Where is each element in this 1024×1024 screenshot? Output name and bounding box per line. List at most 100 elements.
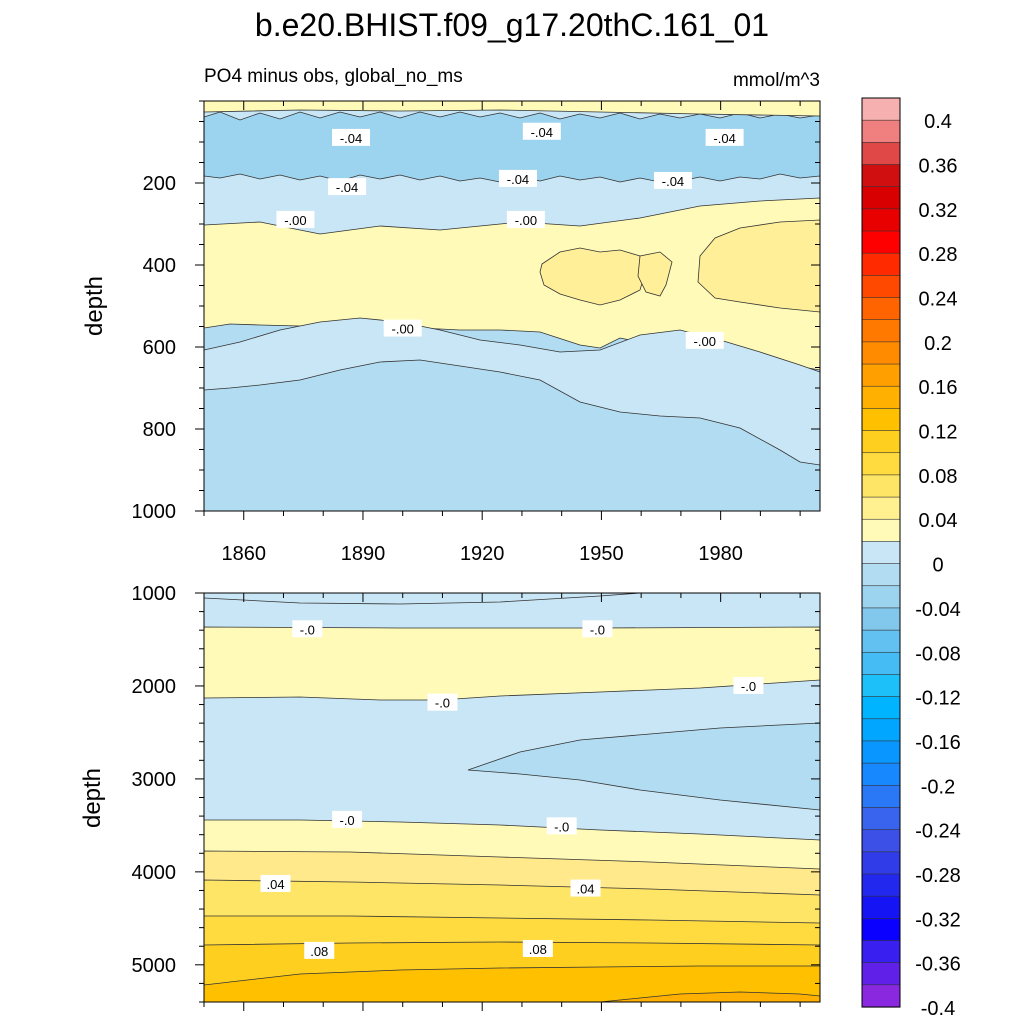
colorbar-swatch xyxy=(861,563,901,587)
svg-text:-.0: -.0 xyxy=(590,622,605,637)
colorbar-label: -0.12 xyxy=(915,688,961,710)
colorbar-swatch xyxy=(861,408,901,432)
contour-label: .08 xyxy=(304,941,335,959)
svg-text:-.0: -.0 xyxy=(741,679,756,694)
contour-label: -.04 xyxy=(328,178,367,196)
lower-contour-top xyxy=(204,593,641,605)
colorbar-swatch xyxy=(861,319,901,343)
colorbar-swatch xyxy=(861,518,901,543)
x-tick-label: 1980 xyxy=(698,543,743,565)
colorbar-label: 0.08 xyxy=(919,466,958,488)
colorbar-swatch xyxy=(861,740,901,764)
contour-label: -.0 xyxy=(546,817,577,835)
x-tick-label: 1950 xyxy=(579,543,624,565)
svg-text:-.0: -.0 xyxy=(339,813,354,828)
colorbar-swatch xyxy=(861,696,901,720)
colorbar-label: -0.08 xyxy=(915,643,961,665)
lower-band-orange-3 xyxy=(599,991,820,1002)
svg-text:-.0: -.0 xyxy=(435,696,450,711)
x-tick-label: 1920 xyxy=(460,543,505,565)
colorbar: 0.4 0.36 0.32 0.28 0.24 0.2 0.16 0.12 0.08 0.04 0 -… xyxy=(861,97,961,1020)
colorbar-label: -0.16 xyxy=(915,732,961,754)
chart-subtitle: PO4 minus obs, global_no_ms xyxy=(204,66,463,87)
colorbar-label: -0.28 xyxy=(915,865,961,887)
chart-title: b.e20.BHIST.f09_g17.20thC.161_01 xyxy=(255,7,769,43)
y-tick-label: 4000 xyxy=(132,862,177,884)
colorbar-swatch xyxy=(861,784,901,809)
x-tick-label: 1890 xyxy=(341,543,386,565)
colorbar-swatch xyxy=(861,97,901,121)
lower-panel: -.0 -.0 -.0 -.0 -.0 -.0 .04 .04 .08 .08 1000 2000 3… xyxy=(79,583,821,1011)
colorbar-swatch xyxy=(861,297,901,321)
colorbar-swatch xyxy=(861,918,901,942)
contour-label: .04 xyxy=(570,879,601,897)
contour-label: -.00 xyxy=(685,331,724,349)
colorbar-swatch xyxy=(861,984,901,1008)
svg-text:-.04: -.04 xyxy=(713,131,735,146)
colorbar-swatch xyxy=(861,363,901,387)
svg-text:-.00: -.00 xyxy=(284,213,306,228)
colorbar-swatch xyxy=(861,496,901,520)
colorbar-swatch xyxy=(861,142,901,166)
svg-text:-.00: -.00 xyxy=(515,213,537,228)
upper-panel: -.04 -.04 -.04 -.04 -.04 -.04 -.00 -.00 -.00 -.00… xyxy=(81,100,821,565)
upper-contour-labels: -.04 -.04 -.04 -.04 -.04 -.04 -.00 -.00 -.00 -.00 xyxy=(276,122,744,349)
svg-text:-.00: -.00 xyxy=(392,322,414,337)
colorbar-swatch xyxy=(861,940,901,964)
colorbar-swatch xyxy=(861,452,901,476)
units-label: mmol/m^3 xyxy=(733,70,820,91)
y-tick-label: 800 xyxy=(143,419,176,441)
colorbar-label: -0.24 xyxy=(915,821,961,843)
svg-text:-.00: -.00 xyxy=(694,334,716,349)
lower-band-orange-2 xyxy=(204,965,820,1002)
colorbar-swatch xyxy=(861,385,901,409)
colorbar-swatch xyxy=(861,895,901,919)
colorbar-swatch xyxy=(861,208,901,232)
colorbar-swatch xyxy=(861,341,901,365)
contour-label: -.04 xyxy=(332,128,371,146)
colorbar-swatch xyxy=(861,807,901,831)
svg-text:-.0: -.0 xyxy=(300,622,315,637)
contour-label: -.04 xyxy=(498,169,537,187)
contour-label: -.00 xyxy=(276,210,315,228)
contour-label: -.0 xyxy=(427,693,458,711)
colorbar-swatch xyxy=(861,962,901,986)
contour-label: -.00 xyxy=(383,319,422,337)
contour-label: -.0 xyxy=(292,620,323,638)
lower-x-axis xyxy=(203,593,801,1011)
colorbar-label: -0.4 xyxy=(921,998,955,1020)
colorbar-label: 0 xyxy=(932,555,943,577)
upper-pocket-1980s xyxy=(697,219,820,313)
y-tick-label: 1000 xyxy=(132,583,177,605)
colorbar-label: 0.4 xyxy=(924,111,952,133)
colorbar-swatch xyxy=(861,851,901,875)
y-tick-label: 5000 xyxy=(132,955,177,977)
colorbar-swatch xyxy=(861,762,901,786)
x-tick-label: 1860 xyxy=(221,543,266,565)
contour-label: -.0 xyxy=(332,810,363,828)
y-tick-label: 3000 xyxy=(132,769,177,791)
y-tick-label: 2000 xyxy=(132,676,177,698)
contour-label: -.04 xyxy=(522,122,561,140)
colorbar-label: 0.12 xyxy=(919,422,958,444)
svg-text:-.0: -.0 xyxy=(554,819,569,834)
upper-y-axis-label: depth xyxy=(81,276,108,336)
colorbar-swatch xyxy=(861,275,901,299)
colorbar-swatch xyxy=(861,873,901,897)
upper-pocket-1950s xyxy=(539,247,647,306)
y-tick-label: 200 xyxy=(143,173,176,195)
y-tick-label: 600 xyxy=(143,337,176,359)
colorbar-label: -0.2 xyxy=(921,776,955,798)
colorbar-label: 0.32 xyxy=(919,200,958,222)
colorbar-swatch xyxy=(861,585,901,609)
colorbar-label: 0.2 xyxy=(924,333,952,355)
contour-label: -.0 xyxy=(582,620,613,638)
colorbar-swatch xyxy=(861,629,901,653)
upper-pocket-1960s xyxy=(637,251,673,297)
colorbar-swatch xyxy=(861,119,901,143)
svg-text:-.04: -.04 xyxy=(507,172,529,187)
svg-text:.08: .08 xyxy=(310,944,328,959)
contour-label: -.04 xyxy=(705,128,744,146)
upper-band-light-blue-mid xyxy=(204,317,820,466)
